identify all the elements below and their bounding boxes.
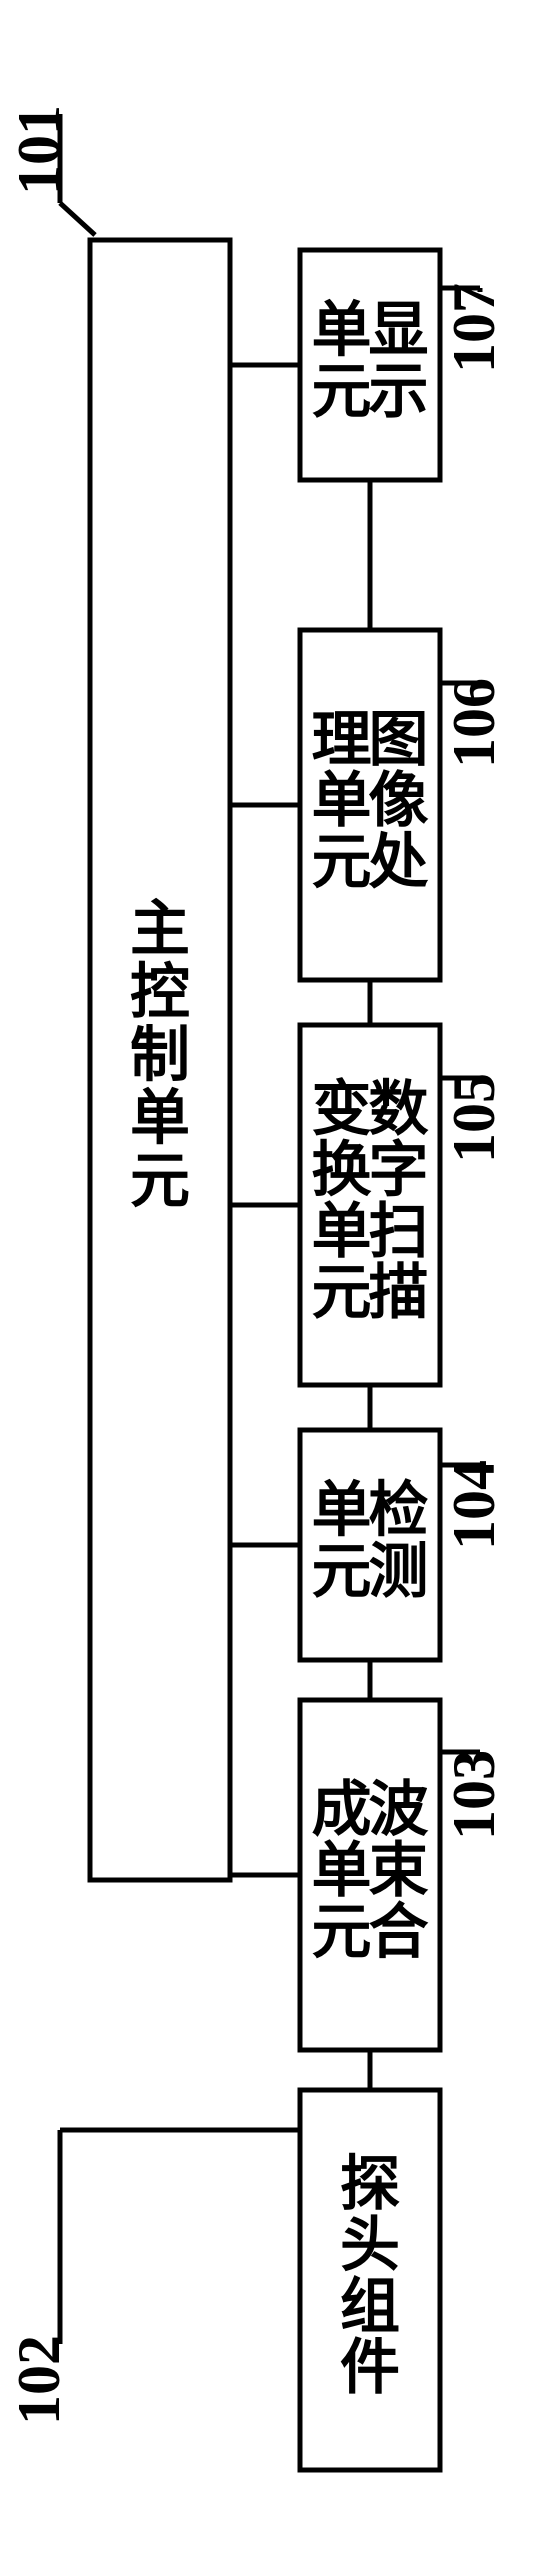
- block-text: 组: [340, 2274, 400, 2340]
- block-text: 元: [312, 1899, 372, 1965]
- block-text: 示: [369, 359, 429, 425]
- ref-label-102: 102: [6, 2335, 72, 2425]
- ref-label-106: 106: [441, 678, 507, 768]
- block-text: 单: [312, 1199, 372, 1265]
- block-text: 变: [312, 1076, 372, 1142]
- block-text: 波: [369, 1777, 429, 1843]
- ref-label-103: 103: [441, 1750, 507, 1840]
- connector: [60, 203, 95, 235]
- block-text: 描: [369, 1260, 429, 1326]
- block-text: 单: [312, 1478, 372, 1544]
- ref-label-105: 105: [441, 1073, 507, 1163]
- block-text: 头: [340, 2213, 400, 2279]
- block-text: 理: [312, 707, 372, 773]
- block-text: 合: [369, 1899, 429, 1965]
- block-text: 检: [369, 1478, 429, 1544]
- block-text: 单: [312, 1838, 372, 1904]
- block-text: 像: [369, 768, 429, 834]
- block-text: 束: [369, 1838, 429, 1904]
- block-text: 扫: [369, 1199, 429, 1265]
- block-text: 成: [312, 1777, 372, 1843]
- block-text: 显: [369, 298, 429, 364]
- ref-label-104: 104: [441, 1460, 507, 1550]
- block-text: 元: [312, 1539, 372, 1605]
- svg-text:制: 制: [130, 1022, 190, 1088]
- svg-text:主: 主: [130, 896, 190, 962]
- block-text: 件: [340, 2335, 400, 2401]
- block-text: 元: [312, 1260, 372, 1326]
- ref-label-101: 101: [6, 105, 72, 195]
- main-control-label: 主控制单元: [130, 896, 190, 1214]
- svg-text:单: 单: [130, 1085, 190, 1151]
- svg-text:控: 控: [130, 959, 190, 1025]
- ref-label-107: 107: [441, 283, 507, 373]
- block-text: 元: [312, 359, 372, 425]
- svg-text:元: 元: [130, 1148, 190, 1214]
- block-text: 字: [369, 1138, 429, 1204]
- block-text: 测: [369, 1539, 429, 1605]
- block-text: 换: [312, 1138, 372, 1204]
- block-text: 图: [369, 707, 429, 773]
- block-text: 数: [369, 1076, 429, 1142]
- block-text: 单: [312, 768, 372, 834]
- block-text: 探: [340, 2151, 400, 2217]
- block-text: 处: [369, 829, 429, 895]
- block-text: 元: [312, 829, 372, 895]
- block-text: 单: [312, 298, 372, 364]
